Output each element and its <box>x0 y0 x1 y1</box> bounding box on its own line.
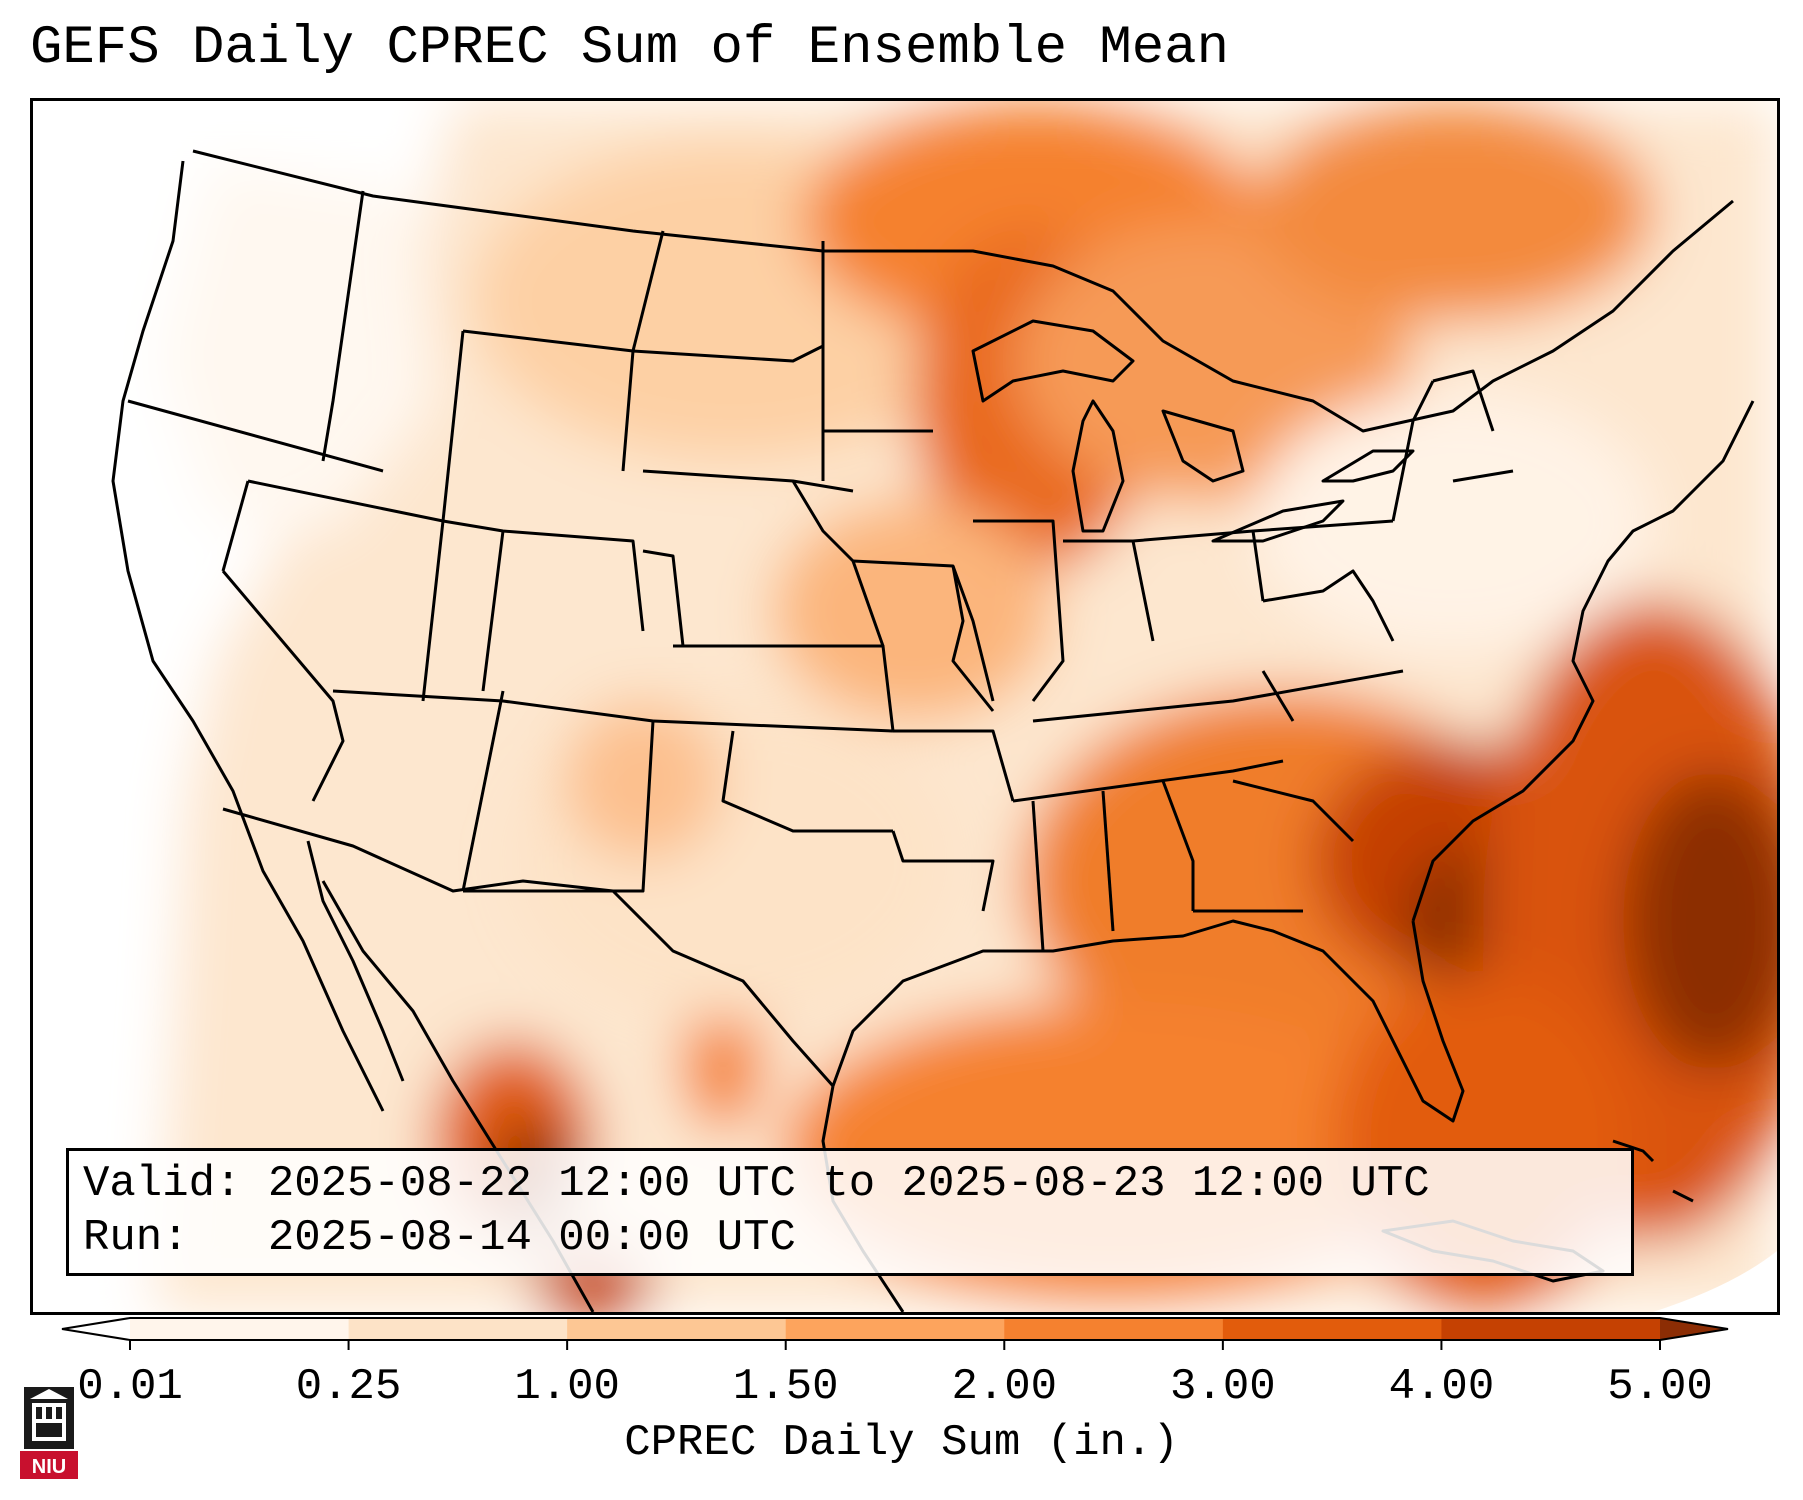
colorbar-tick-label: 2.00 <box>951 1362 1058 1412</box>
colorbar-segment <box>1441 1318 1661 1340</box>
valid-time-range: 2025-08-22 12:00 UTC to 2025-08-23 12:00… <box>267 1159 1430 1209</box>
valid-label: Valid: <box>83 1159 242 1209</box>
precip-field <box>33 101 1777 1312</box>
domain-edge <box>1653 1251 1777 1312</box>
colorbar-segments <box>61 1317 1729 1341</box>
colorbar-label: CPREC Daily Sum (in.) <box>624 1418 1179 1468</box>
logo-text: NIU <box>32 1456 66 1478</box>
run-time: 2025-08-14 00:00 UTC <box>267 1213 796 1263</box>
colorbar-segment <box>567 1318 787 1340</box>
colorbar-under-triangle <box>62 1318 130 1340</box>
boundaries <box>111 149 1755 1312</box>
colorbar-tick-label: 0.01 <box>77 1362 183 1412</box>
colorbar-segment <box>1222 1318 1442 1340</box>
colorbar-over-triangle <box>1660 1318 1728 1340</box>
colorbar-ticks <box>129 1340 1661 1350</box>
run-label: Run: <box>83 1213 189 1263</box>
colorbar-tick-label: 0.25 <box>295 1362 402 1412</box>
precip-map-svg <box>33 101 1777 1312</box>
valid-run-box: Valid: 2025-08-22 12:00 UTC to 2025-08-2… <box>66 1148 1634 1276</box>
colorbar-tick-label: 3.00 <box>1170 1362 1276 1412</box>
colorbar-tick-label: 1.00 <box>514 1362 620 1412</box>
colorbar-segment <box>130 1318 350 1340</box>
precip-map <box>30 98 1780 1315</box>
colorbar-segment <box>348 1318 568 1340</box>
colorbar-tick-label: 1.50 <box>732 1362 839 1412</box>
colorbar-tick-label: 5.00 <box>1607 1362 1713 1412</box>
colorbar <box>61 1317 1729 1350</box>
colorbar-segment <box>785 1318 1005 1340</box>
colorbar-tick-label: 4.00 <box>1388 1362 1495 1412</box>
colorbar-segment <box>1004 1318 1224 1340</box>
map-title: GEFS Daily CPREC Sum of Ensemble Mean <box>30 18 1229 79</box>
university-logo-icon: NIU <box>20 1387 78 1479</box>
